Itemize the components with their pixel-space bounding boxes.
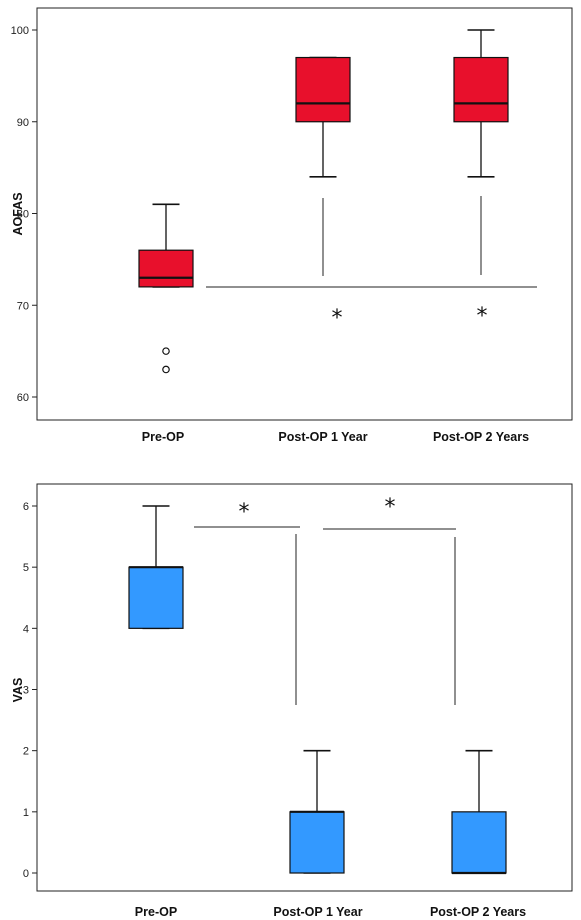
vas-post-op-2-years-box bbox=[451, 811, 507, 874]
vas-y-tick-label: 5 bbox=[23, 562, 29, 574]
vas-y-tick-label: 1 bbox=[23, 807, 29, 819]
vas-plot-frame bbox=[36, 483, 573, 892]
aofas-y-axis-label: AOFAS bbox=[11, 192, 25, 235]
aofas-x-label-pre-op: Pre-OP bbox=[142, 430, 184, 444]
aofas-y-tick-label: 70 bbox=[17, 300, 29, 312]
vas-x-label-pre-op: Pre-OP bbox=[135, 905, 177, 919]
aofas-significance-star-1: * bbox=[332, 306, 343, 331]
aofas-pre-op-outlier-point bbox=[162, 347, 170, 355]
vas-significance-star-1: * bbox=[239, 500, 250, 525]
aofas-pre-op-box bbox=[138, 249, 194, 288]
vas-y-tick-label: 6 bbox=[23, 501, 29, 513]
vas-y-axis-label: VAS bbox=[11, 678, 25, 703]
vas-x-label-post-op-1-year: Post-OP 1 Year bbox=[273, 905, 362, 919]
aofas-post-op-1-year-box bbox=[295, 56, 351, 123]
vas-y-tick-label: 3 bbox=[23, 685, 29, 697]
aofas-x-label-post-op-2-years: Post-OP 2 Years bbox=[433, 430, 529, 444]
vas-y-tick-label: 0 bbox=[23, 868, 29, 880]
vas-significance-brackets bbox=[194, 526, 456, 705]
vas-pre-op-box bbox=[128, 566, 184, 629]
aofas-significance-brackets bbox=[206, 196, 537, 288]
aofas-y-tick-label: 60 bbox=[17, 392, 29, 404]
aofas-y-tick-label: 100 bbox=[11, 25, 29, 37]
vas-y-tick-label: 4 bbox=[23, 623, 29, 635]
vas-significance-star-2: * bbox=[385, 495, 396, 520]
vas-post-op-1-year-box bbox=[289, 811, 345, 874]
aofas-pre-op-outlier-point bbox=[162, 365, 170, 374]
aofas-significance-star-2: * bbox=[477, 304, 488, 329]
aofas-post-op-2-years-box bbox=[453, 56, 509, 123]
aofas-y-tick-label: 90 bbox=[17, 117, 29, 129]
vas-x-label-post-op-2-years: Post-OP 2 Years bbox=[430, 905, 526, 919]
aofas-y-tick-label: 80 bbox=[17, 209, 29, 221]
vas-y-tick-label: 2 bbox=[23, 746, 29, 758]
aofas-x-label-post-op-1-year: Post-OP 1 Year bbox=[278, 430, 367, 444]
